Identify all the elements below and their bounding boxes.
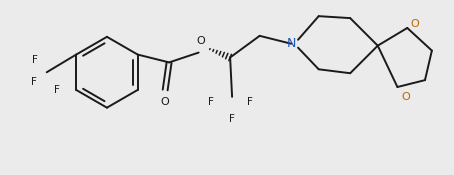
Text: F: F: [247, 97, 253, 107]
Text: O: O: [411, 19, 419, 29]
Text: F: F: [229, 114, 235, 124]
Text: F: F: [31, 77, 37, 87]
Text: O: O: [401, 92, 410, 102]
Text: F: F: [207, 97, 213, 107]
Text: F: F: [54, 85, 59, 95]
Text: O: O: [196, 36, 205, 46]
Text: O: O: [161, 97, 169, 107]
Text: N: N: [286, 37, 296, 50]
Text: F: F: [32, 55, 38, 65]
